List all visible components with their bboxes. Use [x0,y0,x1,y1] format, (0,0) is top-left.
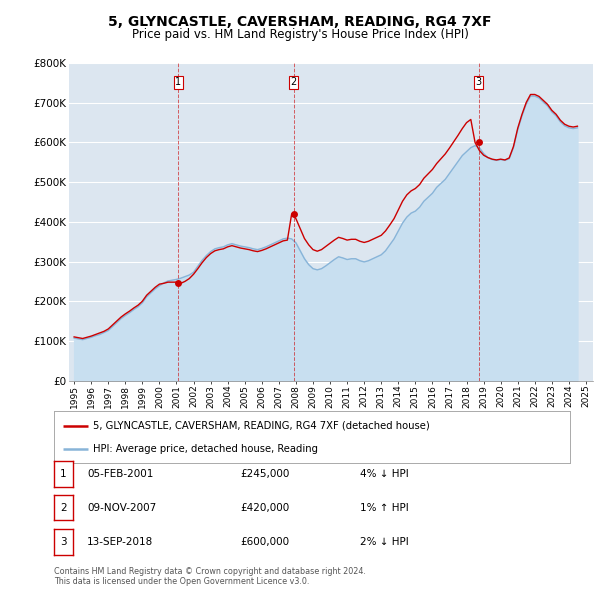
Text: 5, GLYNCASTLE, CAVERSHAM, READING, RG4 7XF (detached house): 5, GLYNCASTLE, CAVERSHAM, READING, RG4 7… [92,421,430,431]
Text: Price paid vs. HM Land Registry's House Price Index (HPI): Price paid vs. HM Land Registry's House … [131,28,469,41]
Text: 2: 2 [60,503,67,513]
Text: 05-FEB-2001: 05-FEB-2001 [87,469,154,479]
Text: Contains HM Land Registry data © Crown copyright and database right 2024.
This d: Contains HM Land Registry data © Crown c… [54,567,366,586]
Text: £420,000: £420,000 [240,503,289,513]
Text: 13-SEP-2018: 13-SEP-2018 [87,537,153,547]
Text: 3: 3 [476,77,482,87]
Text: 4% ↓ HPI: 4% ↓ HPI [360,469,409,479]
Text: £245,000: £245,000 [240,469,289,479]
Text: 1% ↑ HPI: 1% ↑ HPI [360,503,409,513]
Text: 1: 1 [60,469,67,479]
Text: 2% ↓ HPI: 2% ↓ HPI [360,537,409,547]
Text: 3: 3 [60,537,67,547]
Text: 1: 1 [175,77,181,87]
Text: 09-NOV-2007: 09-NOV-2007 [87,503,156,513]
Text: HPI: Average price, detached house, Reading: HPI: Average price, detached house, Read… [92,444,318,454]
Text: 5, GLYNCASTLE, CAVERSHAM, READING, RG4 7XF: 5, GLYNCASTLE, CAVERSHAM, READING, RG4 7… [108,15,492,29]
Text: 2: 2 [290,77,296,87]
Text: £600,000: £600,000 [240,537,289,547]
